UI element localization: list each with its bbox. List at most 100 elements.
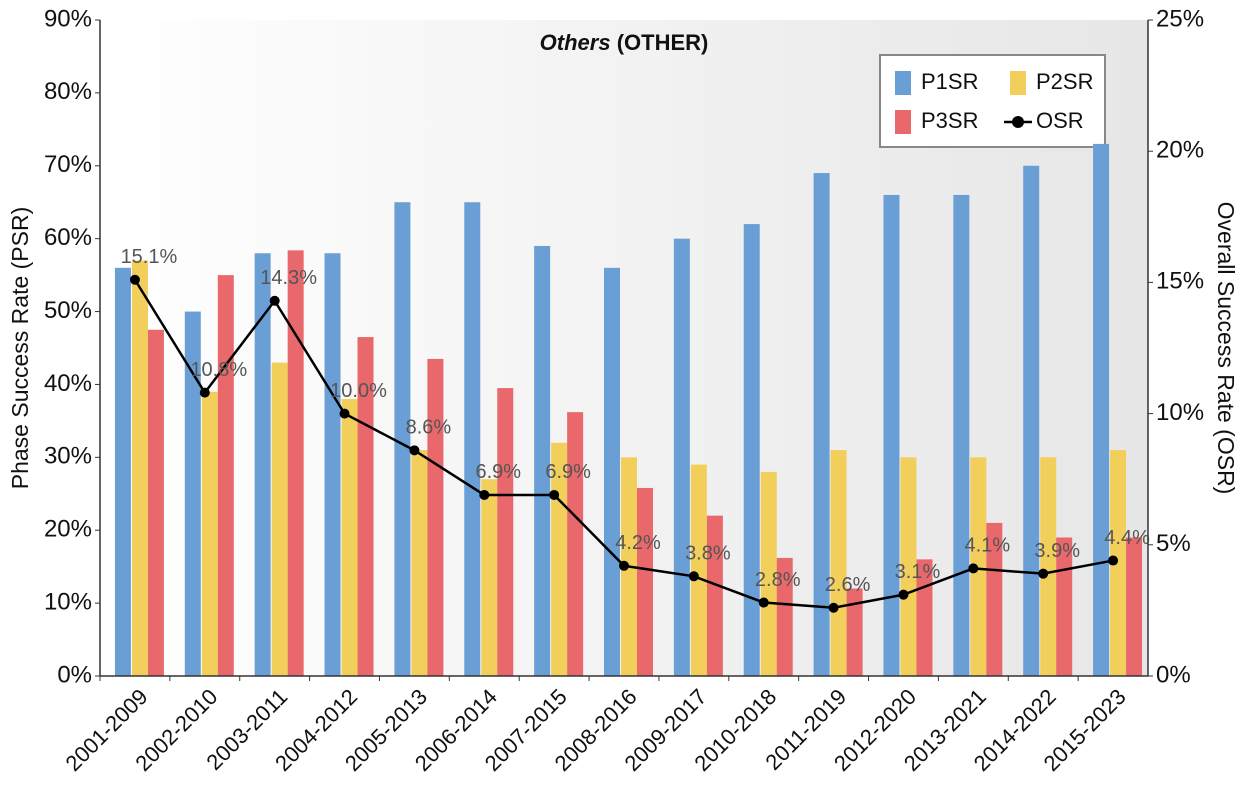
bar: [534, 245, 551, 676]
osr-point: [828, 602, 839, 613]
data-label: 15.1%: [121, 246, 178, 268]
bar: [1110, 450, 1127, 676]
legend-label: P3SR: [921, 108, 978, 133]
data-label: 2.6%: [825, 574, 871, 596]
bar: [114, 267, 131, 676]
bar: [394, 202, 411, 676]
osr-point: [199, 387, 210, 398]
bar: [341, 399, 358, 676]
data-label: 8.6%: [406, 417, 452, 439]
y-tick-label: 20%: [44, 516, 92, 543]
bar: [254, 253, 271, 676]
bar: [1126, 537, 1143, 676]
data-label: 10.0%: [330, 380, 387, 402]
osr-point: [549, 489, 560, 500]
bar: [427, 358, 444, 676]
y-tick-label: 40%: [44, 370, 92, 397]
bar: [1093, 143, 1110, 676]
legend-box: [879, 54, 1106, 148]
y2-tick-label: 25%: [1156, 5, 1204, 32]
data-label: 3.8%: [685, 543, 731, 565]
bar: [481, 479, 498, 676]
y2-tick-label: 20%: [1156, 137, 1204, 164]
osr-point: [409, 445, 420, 456]
bar: [706, 515, 723, 676]
osr-point: [688, 571, 699, 582]
bar: [464, 202, 481, 676]
bar: [690, 464, 707, 676]
bar: [760, 471, 777, 676]
data-label: 4.1%: [965, 535, 1011, 557]
bar: [953, 194, 970, 676]
bar: [1023, 165, 1040, 676]
y-tick-label: 50%: [44, 297, 92, 324]
data-label: 3.1%: [895, 561, 941, 583]
legend-swatch: [895, 71, 911, 95]
data-label: 6.9%: [475, 461, 521, 483]
title-rest: (OTHER): [617, 30, 709, 55]
y2-tick-label: 10%: [1156, 399, 1204, 426]
bar: [830, 450, 847, 676]
y-tick-label: 10%: [44, 588, 92, 615]
legend-swatch: [895, 110, 911, 134]
y2-tick-label: 15%: [1156, 268, 1204, 295]
osr-point: [269, 295, 280, 306]
bar: [1056, 537, 1073, 676]
y-tick-label: 0%: [57, 661, 92, 688]
bar: [324, 253, 341, 676]
bar: [776, 557, 793, 676]
bar: [184, 311, 201, 676]
osr-point: [129, 274, 140, 285]
osr-point: [898, 589, 909, 600]
y-axis-label: Phase Success Rate (PSR): [7, 207, 33, 490]
bar: [604, 267, 620, 676]
data-label: 6.9%: [545, 461, 591, 483]
y-tick-label: 70%: [44, 151, 92, 178]
bar: [497, 388, 514, 676]
osr-point: [619, 560, 629, 571]
osr-point: [339, 408, 350, 419]
bar: [1040, 457, 1057, 676]
data-label: 4.2%: [615, 532, 661, 554]
y2-axis-label: Overall Success Rate (OSR): [1213, 202, 1239, 495]
y-tick-label: 60%: [44, 224, 92, 251]
bar: [201, 391, 218, 676]
chart-title: Others (OTHER): [540, 30, 709, 55]
bar: [131, 260, 148, 676]
osr-point: [1038, 568, 1049, 579]
title-italic: Others: [540, 30, 611, 55]
bar: [411, 450, 428, 676]
osr-point: [758, 597, 769, 608]
bar: [846, 588, 863, 676]
bar: [673, 238, 690, 676]
bar: [567, 412, 584, 676]
bar: [287, 250, 304, 676]
osr-point: [968, 563, 979, 574]
data-label: 10.8%: [190, 359, 247, 381]
y2-tick-label: 0%: [1156, 661, 1191, 688]
bar: [813, 173, 830, 677]
osr-point: [1108, 555, 1119, 566]
bar: [637, 487, 653, 676]
bar: [900, 457, 917, 676]
data-label: 4.4%: [1104, 527, 1150, 549]
legend-label: P2SR: [1036, 69, 1093, 94]
marks: 0% 10% 20% 30% 40% 50% 60% 70% 80% 90% 0% 5% 10% 15% 2…: [44, 5, 1204, 776]
data-label: 3.9%: [1034, 540, 1080, 562]
data-label: 2.8%: [755, 569, 801, 591]
bar: [970, 457, 987, 676]
data-label: 14.3%: [260, 267, 317, 289]
bar: [271, 362, 288, 676]
legend-label: P1SR: [921, 69, 978, 94]
legend-label: OSR: [1036, 108, 1084, 133]
bar: [883, 194, 900, 676]
bar: [551, 442, 568, 676]
bar: [217, 275, 234, 676]
osr-point: [479, 489, 490, 500]
bar: [743, 224, 760, 677]
bar: [986, 522, 1003, 676]
bar: [147, 329, 164, 676]
y-tick-label: 90%: [44, 5, 92, 32]
legend-marker: [1012, 116, 1024, 128]
y-tick-label: 30%: [44, 443, 92, 470]
